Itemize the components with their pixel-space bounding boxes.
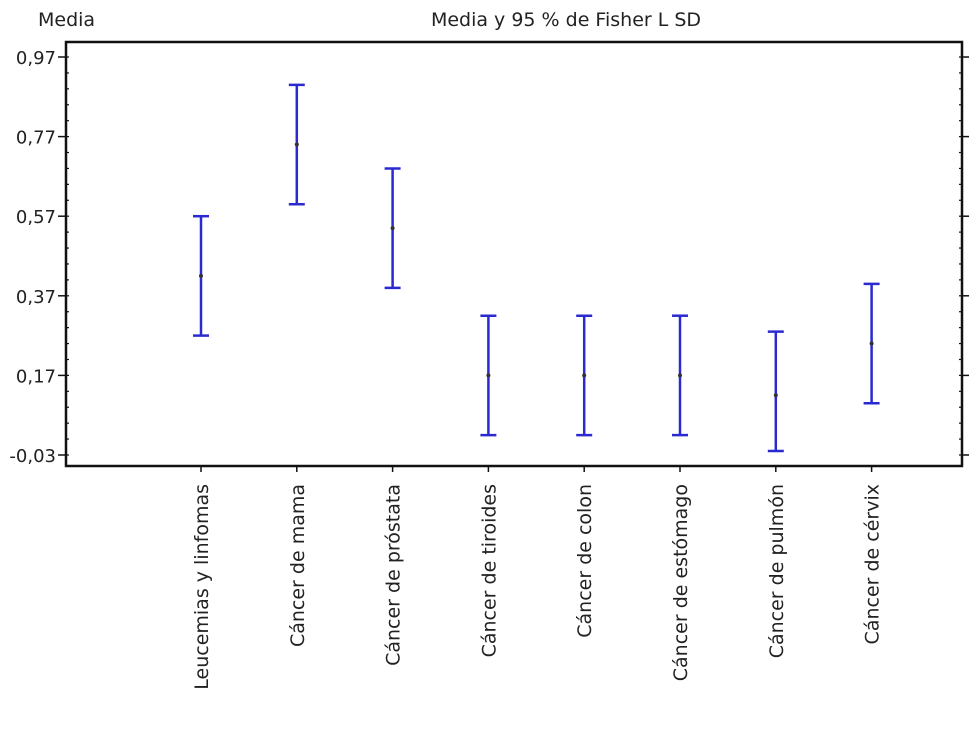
- y-tick-label: 0,97: [16, 48, 56, 69]
- y-axis: -0,03 0,17 0,37 0,57 0,77 0,97: [9, 48, 969, 467]
- y-tick-label: 0,57: [16, 207, 56, 228]
- y-tick-label: 0,37: [16, 287, 56, 308]
- x-tick-label: Cáncer de mama: [287, 484, 309, 647]
- mean-point: [294, 142, 299, 147]
- x-tick-label: Leucemias y linfomas: [191, 484, 213, 690]
- x-tick-label: Cáncer de cérvix: [862, 484, 884, 644]
- mean-point: [582, 373, 587, 378]
- mean-point: [486, 373, 491, 378]
- y-axis-label: Media: [38, 9, 95, 31]
- mean-point: [869, 341, 874, 346]
- y-tick-label: 0,77: [16, 128, 56, 149]
- x-tick-label: Cáncer de pulmón: [766, 484, 788, 658]
- plot-frame: [64, 40, 964, 468]
- chart-title: Media y 95 % de Fisher L SD: [431, 9, 701, 31]
- x-tick-label: Cáncer de colon: [574, 484, 596, 638]
- x-axis: Leucemias y linfomas Cáncer de mama Cáncer…: [191, 466, 884, 690]
- mean-point: [199, 273, 203, 278]
- x-tick-label: Cáncer de próstata: [383, 484, 405, 666]
- mean-point: [678, 373, 682, 378]
- x-tick-label: Cáncer de tiroides: [478, 484, 500, 657]
- x-tick-label: Cáncer de estómago: [670, 484, 692, 681]
- interval-series: [193, 83, 880, 453]
- y-tick-label: 0,17: [16, 366, 56, 387]
- minor-ticks: [66, 56, 962, 456]
- mean-point: [390, 226, 395, 231]
- y-tick-label: -0,03: [9, 446, 56, 467]
- mean-point: [773, 393, 778, 398]
